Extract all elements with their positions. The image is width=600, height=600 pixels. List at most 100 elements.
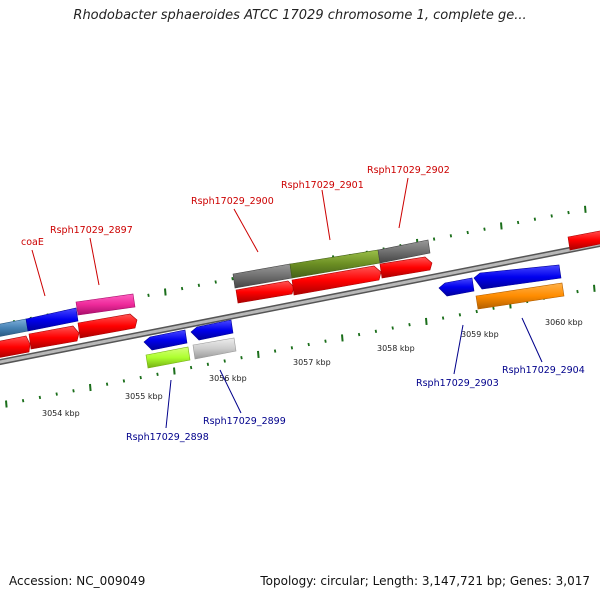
gene-grey-b[interactable] xyxy=(377,239,431,264)
leader-rsph17029-2901 xyxy=(321,189,331,241)
leader-rsph17029-2904 xyxy=(521,317,543,363)
bottom-scale-tick xyxy=(273,349,277,353)
cds-arrow-1[interactable] xyxy=(0,335,31,358)
gene-label-rsph17029-2899[interactable]: Rsph17029_2899 xyxy=(203,416,286,427)
gene-label-rsph17029-2903[interactable]: Rsph17029_2903 xyxy=(416,378,499,389)
bottom-scale-tick xyxy=(458,313,462,317)
bottom-scale-tick xyxy=(307,342,310,347)
gene-label-rsph17029-2901[interactable]: Rsph17029_2901 xyxy=(281,180,364,191)
top-scale-tick xyxy=(231,277,234,281)
scale-label-3060: 3060 kbp xyxy=(545,318,583,327)
top-scale-tick xyxy=(483,227,486,231)
bottom-scale-tick xyxy=(189,365,193,370)
bottom-scale-tick xyxy=(89,383,92,392)
accession-text: Accession: NC_009049 xyxy=(9,574,146,588)
leader-rsph17029-2897 xyxy=(89,237,100,286)
bottom-scale-tick xyxy=(156,372,159,376)
bottom-scale-tick xyxy=(290,346,294,350)
gene-blue-rsph2898[interactable] xyxy=(143,329,188,351)
cds-arrow-6[interactable] xyxy=(379,256,433,279)
top-scale-tick xyxy=(567,210,570,215)
cds-arrow-4[interactable] xyxy=(235,280,295,304)
gene-label-rsph17029-2898[interactable]: Rsph17029_2898 xyxy=(126,432,209,443)
bottom-scale-tick xyxy=(341,334,344,342)
top-scale-tick xyxy=(584,205,587,213)
leader-rsph17029-2899 xyxy=(219,369,242,414)
gene-label-rsph17029-2902[interactable]: Rsph17029_2902 xyxy=(367,165,450,176)
bottom-scale-tick xyxy=(5,400,8,408)
top-scale-tick xyxy=(533,217,537,221)
gene-label-coaE[interactable]: coaE xyxy=(21,237,44,248)
gene-label-rsph17029-2904[interactable]: Rsph17029_2904 xyxy=(502,365,585,376)
cds-arrow-3[interactable] xyxy=(77,313,138,339)
forward-cds-arrows xyxy=(0,230,600,358)
bottom-scale-tick xyxy=(72,389,75,393)
gene-lime-rsph2898[interactable] xyxy=(145,346,191,369)
top-scale-tick xyxy=(197,283,201,287)
scale-label-3055: 3055 kbp xyxy=(125,392,163,401)
leader-coaE xyxy=(31,249,46,297)
gene-blue-rsph2899[interactable] xyxy=(190,319,234,341)
scale-label-3058: 3058 kbp xyxy=(377,344,415,353)
top-scale-tick xyxy=(164,288,167,296)
bottom-scale-tick xyxy=(38,395,42,400)
gene-pink-rsph2897[interactable] xyxy=(75,293,136,316)
top-scale-tick xyxy=(180,286,184,291)
leader-rsph17029-2900 xyxy=(233,208,259,253)
bottom-scale-tick xyxy=(173,367,176,375)
bottom-scale-tick xyxy=(240,356,243,360)
gene-label-rsph17029-2900[interactable]: Rsph17029_2900 xyxy=(191,196,274,207)
reverse-genes xyxy=(143,264,565,369)
bottom-scale-tick xyxy=(55,392,58,396)
gene-coaE-steelblue[interactable] xyxy=(0,318,29,337)
leader-rsph17029-2902 xyxy=(398,177,409,229)
bottom-scale-tick xyxy=(475,309,478,314)
bottom-scale-tick xyxy=(593,284,596,292)
scale-label-3057: 3057 kbp xyxy=(293,358,331,367)
bottom-scale-tick xyxy=(357,332,361,337)
top-scale-tick xyxy=(466,230,469,235)
top-scale-tick xyxy=(516,220,520,225)
bottom-scale-tick xyxy=(105,382,109,386)
gene-label-rsph17029-2897[interactable]: Rsph17029_2897 xyxy=(50,225,133,236)
bottom-scale-tick xyxy=(257,350,260,358)
bottom-scale-tick xyxy=(492,306,495,310)
gene-blue-rsph2904[interactable] xyxy=(473,264,562,290)
leader-rsph17029-2903 xyxy=(453,324,464,375)
map-title: Rhodobacter sphaeroides ATCC 17029 chrom… xyxy=(73,8,527,23)
top-scale-tick xyxy=(449,234,453,238)
genome-backbone-highlight xyxy=(0,242,600,364)
leader-rsph17029-2898 xyxy=(165,379,172,429)
cds-arrow-5[interactable] xyxy=(291,265,382,296)
bottom-scale-tick xyxy=(206,362,210,366)
cds-arrow-2[interactable] xyxy=(28,325,80,350)
bottom-scale-tick xyxy=(324,339,327,343)
top-scale-tick xyxy=(432,237,436,241)
top-scale-tick xyxy=(500,222,503,230)
gene-orange-rsph2904[interactable] xyxy=(475,282,565,310)
gene-blue-upper-left[interactable] xyxy=(25,307,79,332)
bottom-scale-tick xyxy=(441,316,445,320)
top-scale-tick xyxy=(550,214,553,218)
cds-arrow-7[interactable] xyxy=(567,230,600,251)
bottom-scale-tick xyxy=(425,317,428,325)
label-leaders xyxy=(31,177,543,429)
scale-label-3056: 3056 kbp xyxy=(209,374,247,383)
forward-genes xyxy=(0,239,431,337)
bottom-scale-tick xyxy=(139,375,142,380)
bottom-scale-tick xyxy=(408,323,411,327)
gene-blue-rsph2903[interactable] xyxy=(438,277,475,297)
top-scale-tick xyxy=(147,293,150,297)
scale-label-3054: 3054 kbp xyxy=(42,409,80,418)
gene-silver-rsph2899[interactable] xyxy=(192,337,237,360)
bottom-scale-tick xyxy=(374,329,378,333)
top-scale-tick xyxy=(214,280,217,284)
genome-summary-text: Topology: circular; Length: 3,147,721 bp… xyxy=(260,574,590,588)
scale-label-3059: 3059 kbp xyxy=(461,330,499,339)
bottom-scale-tick xyxy=(223,359,226,363)
bottom-scale-tick xyxy=(576,289,579,294)
bottom-scale-tick xyxy=(391,326,394,330)
bottom-scale-tick xyxy=(122,379,126,383)
bottom-scale-tick xyxy=(21,399,25,403)
